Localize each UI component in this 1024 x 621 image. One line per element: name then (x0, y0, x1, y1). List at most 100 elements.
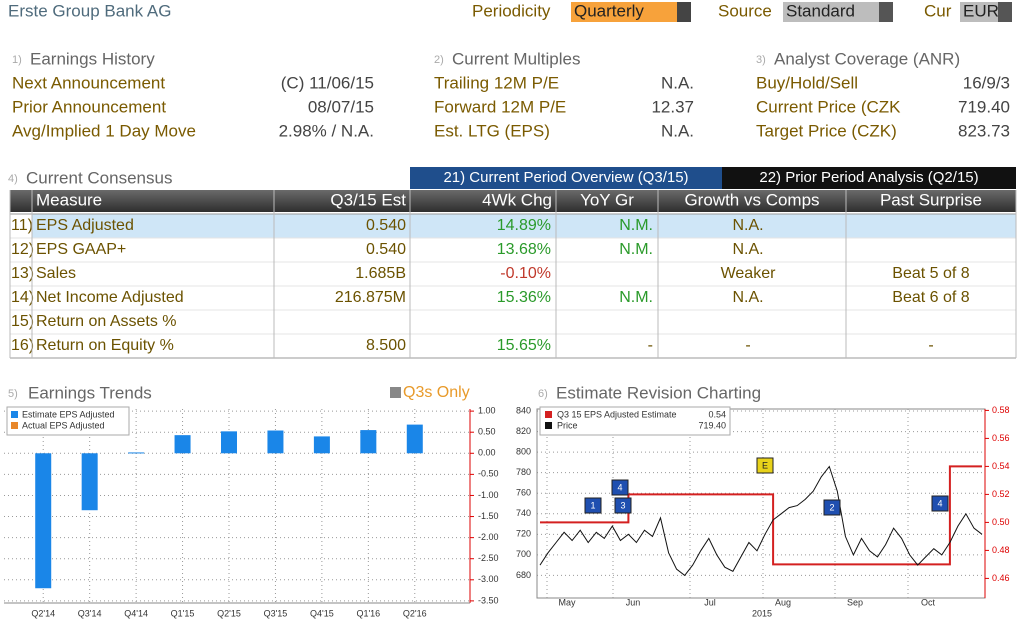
field-label: Buy/Hold/Sell (756, 73, 858, 92)
tab-label: 22) Prior Period Analysis (Q2/15) (759, 169, 978, 186)
series-line (539, 465, 983, 577)
chart-title: Estimate Revision Charting (556, 383, 761, 402)
bar (406, 424, 423, 454)
event-label: 1 (590, 500, 595, 510)
column-header: Past Surprise (880, 190, 982, 209)
y-tick-label: 680 (516, 570, 531, 580)
legend-swatch (11, 422, 18, 429)
x-tick-label: Sep (847, 597, 863, 607)
legend-label: Q3 15 EPS Adjusted Estimate (557, 409, 677, 419)
event-marker[interactable] (931, 495, 949, 512)
event-marker[interactable] (823, 499, 841, 516)
tab-label: 21) Current Period Overview (Q3/15) (443, 169, 688, 186)
event-marker[interactable] (611, 479, 629, 496)
bar (313, 436, 330, 454)
bar (267, 430, 284, 454)
x-tick-label: Jul (704, 597, 716, 607)
x-tick-label: Q3'14 (78, 608, 102, 618)
row-label: Sales (36, 265, 76, 282)
cell: N.M. (619, 241, 653, 258)
x-tick-label: Q4'14 (124, 608, 148, 618)
section-num: 4) (8, 173, 18, 185)
series-line (540, 465, 982, 566)
row-label: Net Income Adjusted (36, 289, 184, 306)
section-num: 2) (434, 54, 444, 66)
legend-label: Actual EPS Adjusted (22, 420, 105, 430)
y2-tick-label: 0.46 (992, 573, 1010, 583)
source-label: Source (718, 1, 772, 20)
event-marker[interactable] (584, 497, 602, 514)
periodicity-label: Periodicity (472, 1, 551, 20)
y2-tick-label: 0.48 (992, 545, 1010, 555)
source-box[interactable] (783, 2, 879, 22)
y2-tick-label: 0.56 (992, 433, 1010, 443)
legend-swatch (545, 422, 552, 429)
y-tick-label: 740 (516, 508, 531, 518)
x-tick-label: Q1'15 (171, 608, 195, 618)
row-num: 11) (11, 217, 33, 234)
cur-label: Cur (924, 1, 952, 20)
dropdown[interactable] (998, 2, 1012, 22)
field-label: Current Price (CZK (756, 97, 901, 116)
field-label: Est. LTG (EPS) (434, 121, 550, 140)
field-value: 12.37 (651, 97, 694, 116)
y-tick-label: 800 (516, 447, 531, 457)
x-tick-label: Q1'16 (356, 608, 380, 618)
y-tick-label: 760 (516, 488, 531, 498)
table-header (10, 190, 1016, 212)
row-highlight (32, 214, 1016, 238)
chart-title: Earnings Trends (28, 383, 152, 402)
tab-active[interactable] (410, 167, 722, 189)
y-tick-label: 1.00 (478, 405, 496, 415)
cell: Beat 6 of 8 (892, 289, 969, 306)
y2-tick-label: 0.50 (992, 517, 1010, 527)
cell: 13.68% (497, 241, 551, 258)
y2-tick-label: 0.58 (992, 405, 1010, 415)
x-tick-label: Q2'14 (31, 608, 55, 618)
company: Erste Group Bank AG (8, 1, 171, 20)
periodicity-box[interactable] (571, 2, 677, 22)
bar (174, 435, 191, 454)
y-tick-label: -1.50 (478, 511, 499, 521)
event-marker[interactable] (756, 457, 774, 474)
cell: 14.89% (497, 217, 551, 234)
legend-swatch (545, 411, 552, 418)
cell: N.A. (732, 217, 763, 234)
cell: - (745, 337, 750, 354)
y-tick-label: 780 (516, 467, 531, 477)
cell: - (648, 337, 653, 354)
field-value: N.A. (661, 121, 694, 140)
periodicity: Quarterly (574, 1, 644, 20)
dropdown[interactable] (879, 2, 893, 22)
row-num: 13) (11, 265, 34, 282)
cell: 15.65% (497, 337, 551, 354)
cell: N.M. (619, 289, 653, 306)
event-marker[interactable] (614, 497, 632, 514)
legend-value: 0.54 (708, 409, 726, 419)
cell: N.A. (732, 241, 763, 258)
tab[interactable] (722, 167, 1016, 189)
cell: -0.10% (500, 265, 551, 282)
y-tick-label: -0.50 (478, 469, 499, 479)
x-tick-label: Q2'15 (217, 608, 241, 618)
field-value: 16/9/3 (963, 73, 1010, 92)
column-header: Growth vs Comps (684, 190, 819, 209)
row-label: Return on Assets % (36, 313, 177, 330)
bar (360, 430, 377, 454)
section-num: 5) (8, 388, 18, 400)
event-label: 3 (620, 500, 625, 510)
legend-swatch (11, 411, 18, 418)
column-header: Measure (36, 190, 102, 209)
section-title: Current Consensus (26, 168, 172, 187)
x-tick-label: May (558, 597, 576, 607)
column-header: YoY Gr (580, 190, 634, 209)
checkbox[interactable] (390, 387, 401, 398)
y-tick-label: 840 (516, 405, 531, 415)
y-tick-label: -2.00 (478, 532, 499, 542)
field-value: 823.73 (958, 121, 1010, 140)
field-label: Avg/Implied 1 Day Move (12, 121, 196, 140)
section-num: 3) (756, 54, 766, 66)
dropdown[interactable] (677, 2, 691, 22)
y-tick-label: -3.00 (478, 574, 499, 584)
cur-box[interactable] (960, 2, 998, 22)
